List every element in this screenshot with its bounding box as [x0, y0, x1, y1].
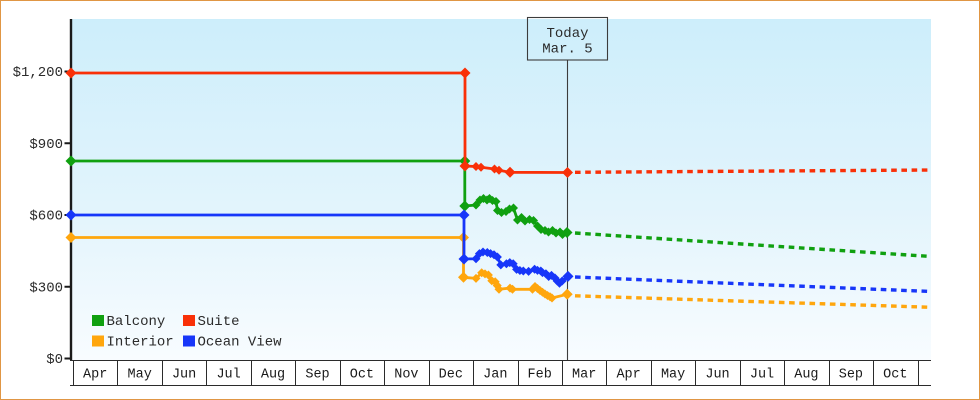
svg-text:Aug: Aug	[261, 368, 285, 383]
svg-text:Sep: Sep	[839, 368, 863, 383]
svg-text:$0: $0	[46, 352, 63, 368]
svg-text:Sep: Sep	[305, 368, 329, 383]
svg-text:Mar: Mar	[572, 368, 596, 383]
svg-text:Oct: Oct	[883, 368, 907, 383]
svg-text:May: May	[661, 368, 685, 383]
svg-text:$600: $600	[29, 209, 63, 225]
svg-text:Oct: Oct	[350, 368, 374, 383]
svg-text:Ocean View: Ocean View	[198, 335, 283, 351]
svg-text:Today: Today	[546, 26, 588, 42]
svg-text:Aug: Aug	[794, 368, 818, 383]
svg-text:Jun: Jun	[705, 368, 729, 383]
svg-text:Suite: Suite	[198, 314, 240, 330]
svg-text:Apr: Apr	[616, 368, 640, 383]
svg-text:Mar. 5: Mar. 5	[542, 42, 592, 58]
svg-text:May: May	[128, 368, 152, 383]
svg-text:Jun: Jun	[172, 368, 196, 383]
svg-text:Jul: Jul	[216, 368, 240, 383]
svg-text:Jan: Jan	[483, 368, 507, 383]
svg-text:Dec: Dec	[439, 368, 463, 383]
svg-text:Feb: Feb	[528, 368, 552, 383]
svg-text:Apr: Apr	[83, 368, 107, 383]
svg-text:Balcony: Balcony	[107, 314, 166, 330]
svg-text:Interior: Interior	[107, 335, 174, 351]
svg-text:Nov: Nov	[394, 368, 418, 383]
svg-text:Jul: Jul	[750, 368, 774, 383]
svg-text:$900: $900	[29, 137, 63, 153]
svg-text:$300: $300	[29, 280, 63, 296]
svg-text:$1,200: $1,200	[13, 65, 63, 81]
